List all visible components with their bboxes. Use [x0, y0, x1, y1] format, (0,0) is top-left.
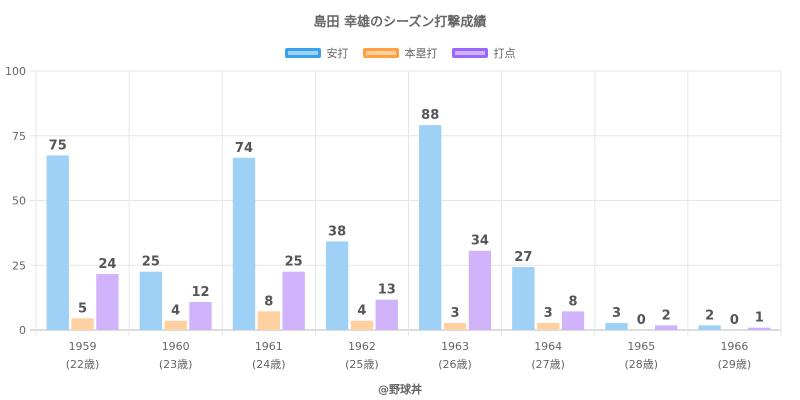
bar-rbi [654, 325, 678, 330]
x-tick-sublabel: (23歳) [159, 358, 193, 371]
legend-label-rbi: 打点 [493, 47, 516, 60]
y-tick-label: 100 [5, 65, 26, 78]
data-label: 3 [544, 306, 553, 321]
bar-hits [512, 267, 535, 330]
data-label: 3 [451, 306, 460, 321]
legend: 安打 本塁打 打点 [0, 45, 800, 61]
x-tick-sublabel: (27歳) [531, 358, 565, 371]
legend-swatch-rbi [451, 48, 488, 58]
data-label: 75 [49, 138, 67, 153]
bar-hits [419, 125, 442, 330]
x-tick-label: 1966 [720, 340, 748, 353]
bar-rbi [96, 274, 119, 330]
data-label: 8 [264, 294, 273, 309]
bar-rbi [561, 311, 585, 330]
x-tick-label: 1964 [534, 340, 562, 353]
data-label: 2 [662, 308, 671, 323]
data-label: 0 [730, 313, 739, 328]
x-tick-sublabel: (25歳) [345, 358, 379, 371]
credit-text: @野球丼 [378, 383, 422, 396]
data-label: 34 [471, 234, 489, 249]
bar-hits [232, 157, 256, 330]
data-label: 25 [285, 255, 303, 270]
x-tick-label: 1960 [162, 340, 190, 353]
y-tick-label: 0 [19, 324, 26, 337]
bar-rbi [748, 327, 771, 330]
data-label: 4 [357, 304, 366, 319]
x-tick-label: 1963 [441, 340, 469, 353]
bar-home-runs [537, 323, 560, 330]
x-tick-sublabel: (24歳) [252, 358, 286, 371]
data-label: 27 [514, 250, 532, 265]
bar-rbi [468, 250, 492, 330]
bar-hits [139, 271, 163, 330]
x-tick-label: 1965 [627, 340, 655, 353]
data-label: 8 [568, 294, 577, 309]
bar-rbi [189, 302, 212, 330]
bar-hits [325, 241, 349, 330]
bar-home-runs [164, 320, 187, 330]
data-label: 1 [755, 311, 764, 326]
x-tick-sublabel: (29歳) [718, 358, 752, 371]
bar-home-runs [350, 320, 374, 330]
legend-swatch-home-runs [362, 48, 399, 58]
legend-item-hits[interactable]: 安打 [284, 45, 349, 61]
x-tick-label: 1961 [255, 340, 283, 353]
legend-item-rbi[interactable]: 打点 [451, 45, 516, 61]
bar-home-runs [443, 323, 467, 330]
x-tick-sublabel: (22歳) [66, 358, 100, 371]
legend-swatch-hits [284, 48, 321, 58]
data-label: 4 [171, 304, 180, 319]
data-label: 0 [637, 313, 646, 328]
bar-home-runs [257, 311, 280, 330]
data-label: 24 [98, 257, 116, 272]
data-label: 74 [235, 141, 253, 156]
x-tick-sublabel: (28歳) [625, 358, 659, 371]
bar-hits [46, 155, 69, 330]
y-tick-label: 25 [12, 259, 26, 272]
x-tick-label: 1959 [69, 340, 97, 353]
data-label: 13 [378, 283, 396, 298]
x-tick-sublabel: (26歳) [438, 358, 472, 371]
x-tick-label: 1962 [348, 340, 376, 353]
legend-item-home-runs[interactable]: 本塁打 [362, 45, 438, 61]
data-label: 2 [705, 308, 714, 323]
legend-label-home-runs: 本塁打 [404, 47, 438, 60]
bar-hits [605, 323, 628, 330]
bar-home-runs [71, 318, 94, 330]
bar-hits [698, 325, 721, 330]
data-label: 38 [328, 224, 346, 239]
data-label: 12 [191, 285, 209, 300]
data-label: 25 [142, 255, 160, 270]
data-label: 5 [78, 301, 87, 316]
y-tick-label: 75 [12, 130, 26, 143]
y-tick-label: 50 [12, 195, 26, 208]
chart-title: 島田 幸雄のシーズン打撃成績 [313, 15, 487, 30]
data-label: 88 [421, 108, 439, 123]
bar-rbi [375, 299, 398, 330]
legend-label-hits: 安打 [326, 47, 349, 60]
bar-rbi [282, 271, 305, 330]
data-label: 3 [612, 306, 621, 321]
